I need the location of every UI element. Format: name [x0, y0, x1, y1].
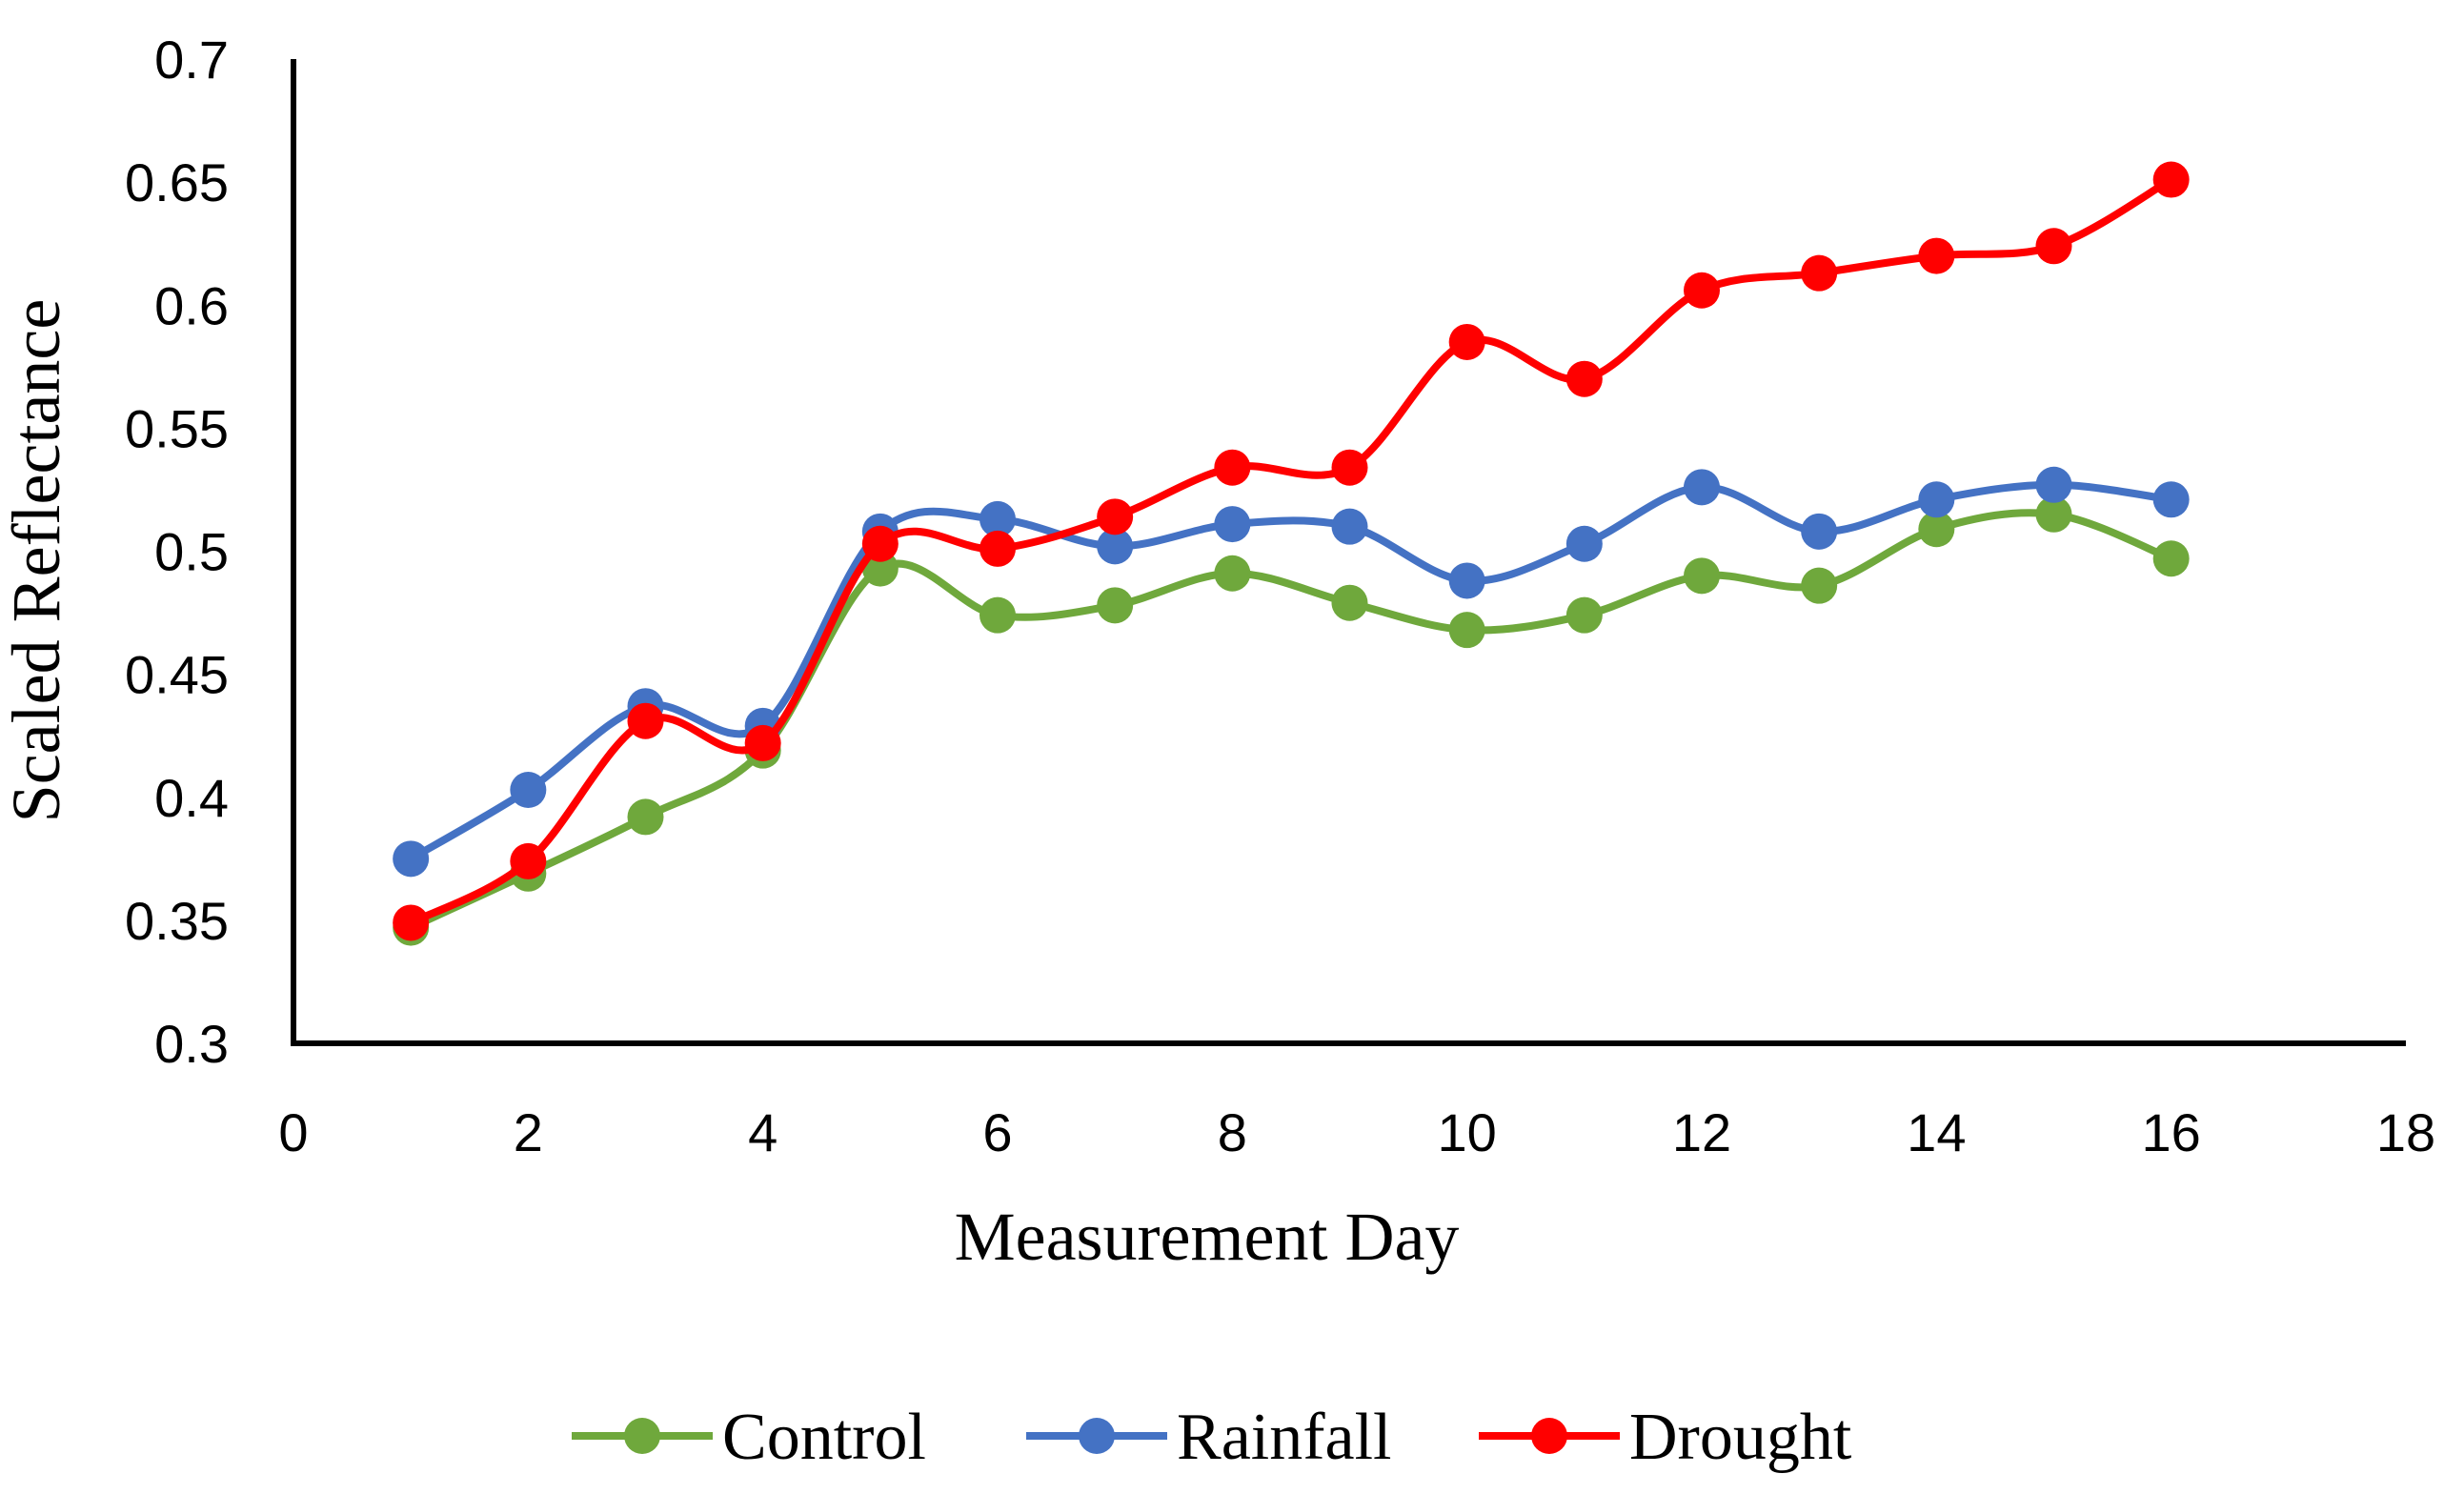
x-tick-label: 2	[514, 1102, 543, 1162]
data-point-rainfall	[1565, 525, 1603, 562]
data-point-drought	[393, 904, 430, 941]
x-tick-label: 12	[1672, 1102, 1731, 1162]
data-point-rainfall	[510, 772, 547, 809]
legend-swatch-marker	[1531, 1418, 1567, 1454]
data-point-drought	[1918, 237, 1955, 274]
y-tick-label: 0.3	[154, 1014, 229, 1074]
series-line-rainfall	[407, 480, 2175, 863]
data-point-control	[2152, 540, 2190, 577]
x-tick-label: 14	[1907, 1102, 1966, 1162]
series-drought	[393, 161, 2190, 941]
y-tick-label: 0.65	[125, 152, 229, 212]
data-point-control	[1214, 555, 1251, 592]
data-point-rainfall	[1097, 528, 1134, 565]
data-point-control	[2035, 495, 2072, 533]
data-point-rainfall	[1448, 562, 1485, 599]
x-axis-title: Measurement Day	[955, 1199, 1460, 1275]
x-tick-label: 8	[1218, 1102, 1247, 1162]
y-axis-title: Scaled Reflectance	[0, 299, 74, 823]
x-tick-label: 10	[1438, 1102, 1497, 1162]
data-point-control	[1565, 596, 1603, 634]
data-point-rainfall	[2035, 466, 2072, 503]
data-point-rainfall	[1801, 513, 1838, 550]
x-tick-label: 16	[2142, 1102, 2201, 1162]
series-layer	[393, 161, 2190, 946]
y-tick-label: 0.55	[125, 398, 229, 458]
data-point-drought	[1331, 449, 1368, 486]
data-point-drought	[1565, 360, 1603, 397]
data-point-rainfall	[980, 500, 1016, 537]
x-tick-label: 18	[2376, 1102, 2435, 1162]
data-point-drought	[1097, 498, 1134, 535]
data-point-control	[1801, 567, 1838, 604]
data-point-rainfall	[1214, 506, 1251, 543]
y-tick-label: 0.5	[154, 522, 229, 582]
legend-label: Control	[722, 1401, 926, 1474]
data-point-drought	[1214, 449, 1251, 486]
data-point-drought	[1448, 323, 1485, 360]
data-point-control	[1684, 557, 1720, 595]
legend-item-drought: Drought	[1479, 1401, 1852, 1474]
x-tick-label: 0	[278, 1102, 308, 1162]
data-point-rainfall	[1918, 481, 1955, 518]
series-line-control	[407, 509, 2175, 932]
x-tick-label: 6	[982, 1102, 1012, 1162]
data-point-rainfall	[1684, 469, 1720, 506]
data-point-drought	[1801, 254, 1838, 292]
data-point-drought	[510, 842, 547, 879]
x-tick-label: 4	[748, 1102, 778, 1162]
data-point-rainfall	[393, 840, 430, 878]
legend-label: Rainfall	[1177, 1401, 1391, 1474]
legend-swatch-marker	[624, 1418, 660, 1454]
legend-swatch-marker	[1079, 1418, 1115, 1454]
legend-label: Drought	[1629, 1401, 1852, 1474]
y-tick-label: 0.45	[125, 645, 229, 705]
data-point-control	[1331, 584, 1368, 621]
legend-item-rainfall: Rainfall	[1026, 1401, 1391, 1474]
data-point-drought	[861, 525, 899, 562]
legend: Control Rainfall Drought	[572, 1401, 1852, 1474]
y-tick-label: 0.6	[154, 275, 229, 335]
data-point-drought	[744, 724, 781, 761]
data-point-drought	[2152, 161, 2190, 198]
data-point-drought	[627, 702, 664, 739]
data-point-drought	[1684, 272, 1720, 309]
y-tick-label: 0.4	[154, 768, 229, 828]
y-tick-label: 0.35	[125, 891, 229, 951]
data-point-rainfall	[2152, 481, 2190, 518]
data-point-control	[1448, 612, 1485, 649]
data-point-control	[980, 596, 1016, 634]
data-point-drought	[980, 530, 1016, 567]
legend-item-control: Control	[572, 1401, 926, 1474]
x-axis-ticks: 0 2 4 6 8 10 12 14 16 18	[278, 1102, 2435, 1162]
data-point-control	[627, 798, 664, 836]
series-line-drought	[407, 175, 2175, 927]
y-axis-ticks: 0.3 0.35 0.4 0.45 0.5 0.55 0.6 0.65 0.7	[125, 30, 229, 1074]
data-point-drought	[2035, 228, 2072, 265]
data-point-control	[1918, 511, 1955, 548]
y-tick-label: 0.7	[154, 30, 229, 90]
data-point-control	[1097, 587, 1134, 624]
data-point-rainfall	[1331, 508, 1368, 545]
